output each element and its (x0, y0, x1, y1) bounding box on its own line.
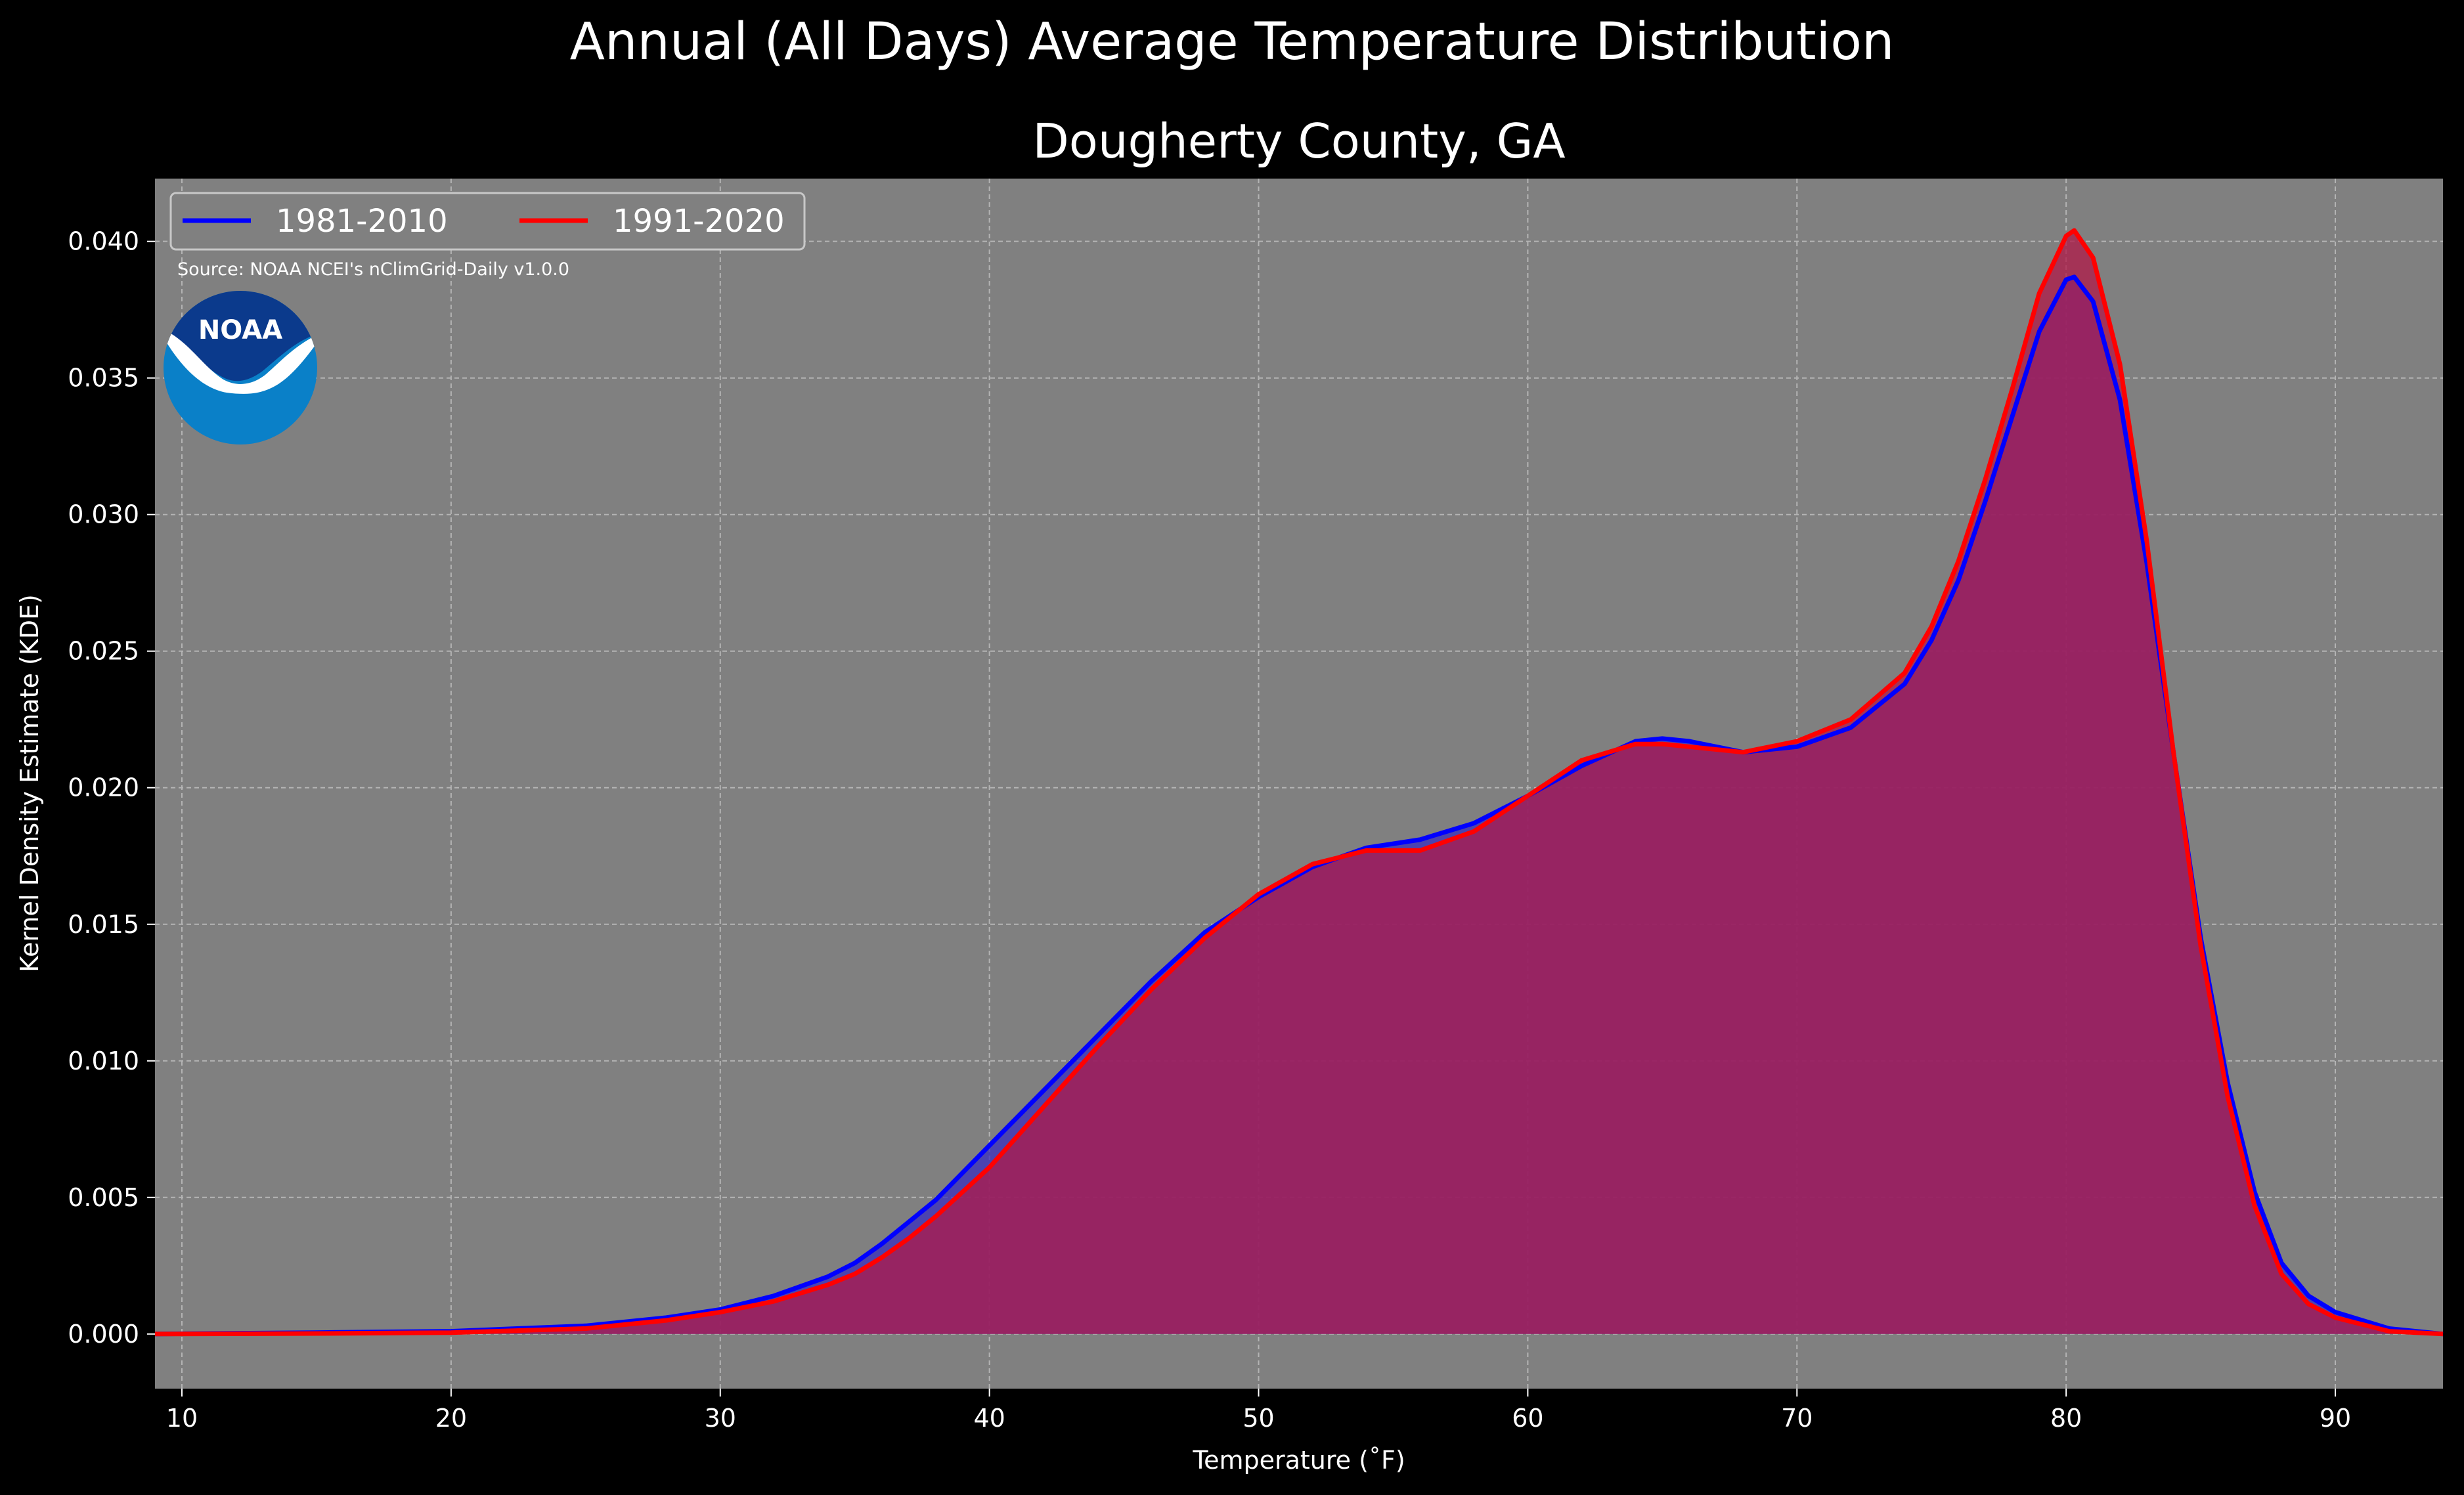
legend-label-1991-2020: 1991-2020 (613, 203, 785, 240)
x-tick-label: 40 (973, 1404, 1005, 1433)
y-tick-label: 0.040 (68, 227, 139, 256)
y-tick-label: 0.015 (68, 910, 139, 939)
y-axis-ticks: 0.000 0.005 0.010 0.015 0.020 0.025 0.030 0.035… (68, 227, 155, 1349)
x-tick-label: 20 (435, 1404, 467, 1433)
y-tick-label: 0.025 (68, 637, 139, 666)
noaa-logo: NOAA (164, 291, 317, 444)
chart-title: Dougherty County, GA (1032, 114, 1565, 169)
series-layer (154, 228, 2444, 1337)
x-tick-label: 80 (2050, 1404, 2082, 1433)
y-tick-label: 0.030 (68, 500, 139, 529)
x-axis-label: Temperature (˚F) (1192, 1446, 1405, 1475)
source-note: Source: NOAA NCEI's nClimGrid-Daily v1.0… (177, 259, 569, 280)
noaa-logo-upper (164, 291, 317, 381)
x-tick-label: 10 (166, 1404, 198, 1433)
noaa-logo-gull (164, 327, 317, 394)
series-line-1991-2020 (154, 228, 2444, 1337)
x-tick-label: 60 (1512, 1404, 1543, 1433)
plot-area (154, 179, 2444, 1389)
chart-suptitle: Annual (All Days) Average Temperature Di… (570, 12, 1895, 72)
x-tick-label: 70 (1781, 1404, 1813, 1433)
legend: 1981-2010 1991-2020 (169, 192, 806, 251)
x-tick-label: 90 (2320, 1404, 2351, 1433)
y-tick-label: 0.005 (68, 1183, 139, 1212)
x-tick-label: 30 (705, 1404, 736, 1433)
legend-label-1981-2010: 1981-2010 (276, 203, 448, 240)
x-axis-ticks: 10 20 30 40 50 60 70 80 90 (166, 1389, 2351, 1433)
y-axis-label: Kernel Density Estimate (KDE) (15, 594, 44, 972)
y-tick-label: 0.010 (68, 1047, 139, 1075)
y-tick-label: 0.035 (68, 364, 139, 393)
area-fill-1991-2020 (155, 230, 2443, 1334)
noaa-logo-text: NOAA (198, 315, 282, 345)
legend-frame (169, 192, 806, 251)
y-tick-label: 0.020 (68, 773, 139, 802)
x-tick-label: 50 (1243, 1404, 1274, 1433)
y-tick-label: 0.000 (68, 1320, 139, 1349)
